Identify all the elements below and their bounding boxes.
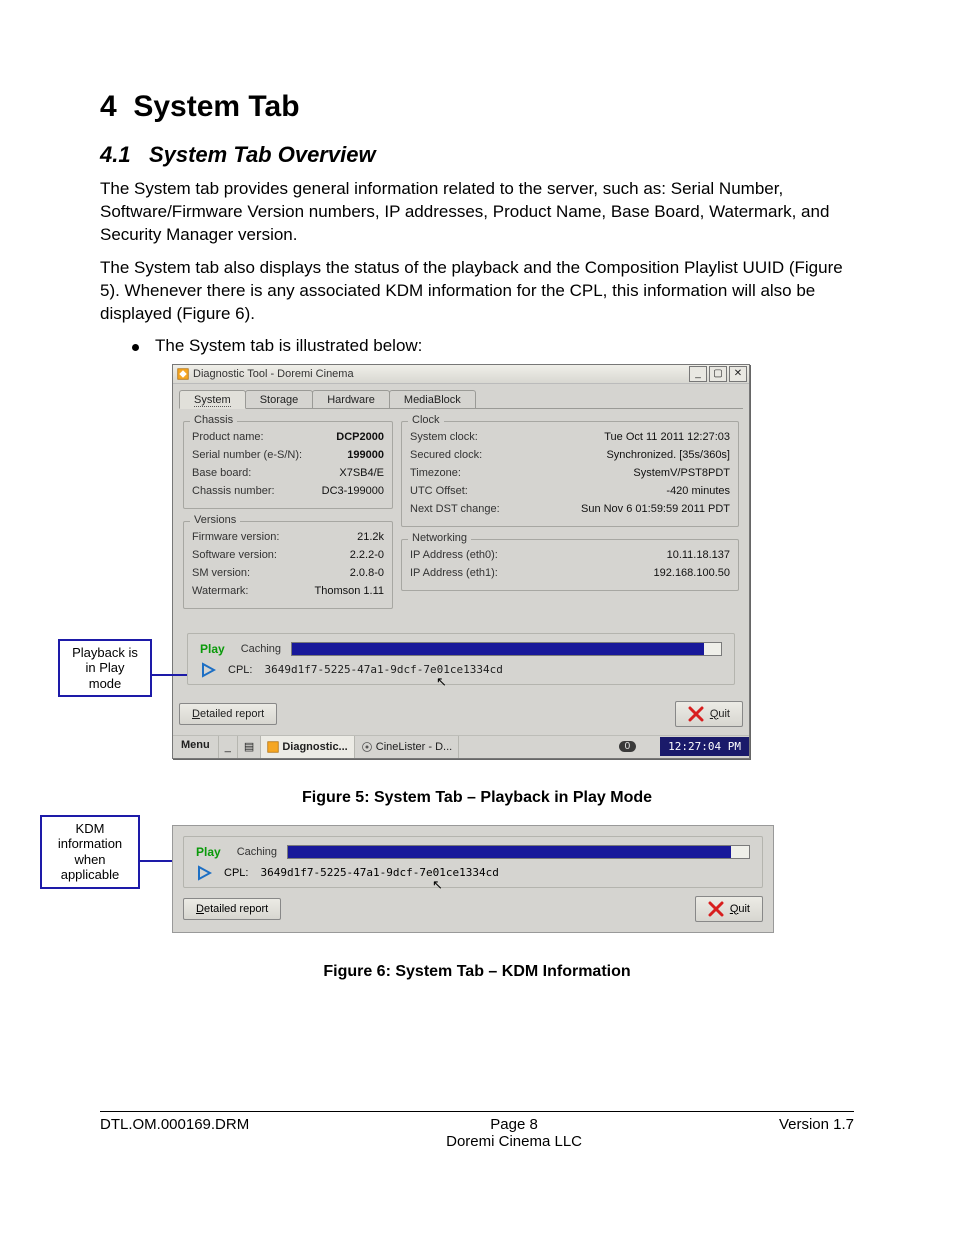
diag-icon — [267, 741, 279, 753]
tab-mediablock[interactable]: MediaBlock — [389, 390, 476, 408]
kv-row: UTC Offset:-420 minutes — [410, 482, 730, 500]
footer-doc-id: DTL.OM.000169.DRM — [100, 1116, 249, 1150]
bullet-dot-icon — [132, 344, 139, 351]
close-x-icon — [688, 706, 704, 722]
button-bar: Detailed report Quit — [179, 701, 743, 727]
section-heading: 4 System Tab — [100, 90, 854, 124]
maximize-button[interactable]: ▢ — [709, 366, 727, 382]
bullet-item: The System tab is illustrated below: — [132, 336, 854, 356]
subsection-title: System Tab Overview — [149, 142, 376, 167]
kv-row: IP Address (eth0):10.11.18.137 — [410, 546, 730, 564]
kv-row: Base board:X7SB4/E — [192, 464, 384, 482]
group-legend: Chassis — [190, 414, 237, 426]
play-status-label: Play — [200, 642, 225, 656]
tab-hardware[interactable]: Hardware — [312, 390, 390, 408]
group-clock: Clock System clock:Tue Oct 11 2011 12:27… — [401, 421, 739, 527]
figure-6-caption: Figure 6: System Tab – KDM Information — [100, 963, 854, 981]
kv-row: Product name:DCP2000 — [192, 428, 384, 446]
detailed-report-button[interactable]: Detailed report — [179, 703, 277, 725]
caching-progress — [287, 845, 750, 859]
paragraph-2: The System tab also displays the status … — [100, 257, 854, 326]
taskbar: Menu _ ▤ Diagnostic... CineLister - D...… — [173, 735, 749, 758]
cpl-label: CPL: — [228, 664, 252, 676]
tab-body: Chassis Product name:DCP2000 Serial numb… — [179, 409, 743, 693]
kv-row: Timezone:SystemV/PST8PDT — [410, 464, 730, 482]
play-status-label: Play — [196, 845, 221, 859]
app-window: Diagnostic Tool - Doremi Cinema _ ▢ ✕ Sy… — [172, 364, 750, 759]
close-x-icon — [708, 901, 724, 917]
taskbar-tray: 0 12:27:04 PM — [619, 736, 749, 758]
playback-panel: Play Caching CPL: 3649d1f7-5225-47a1-9dc… — [183, 836, 763, 888]
close-button[interactable]: ✕ — [729, 366, 747, 382]
group-legend: Clock — [408, 414, 444, 426]
taskbar-clock: 12:27:04 PM — [660, 737, 749, 756]
tray-badge: 0 — [619, 741, 637, 752]
kv-row: Serial number (e-S/N):199000 — [192, 446, 384, 464]
group-legend: Versions — [190, 514, 240, 526]
section-title: System Tab — [133, 90, 299, 123]
section-number: 4 — [100, 90, 117, 123]
kv-row: Next DST change:Sun Nov 6 01:59:59 2011 … — [410, 500, 730, 518]
footer-company: Doremi Cinema LLC — [446, 1133, 582, 1150]
taskbar-windows-icon[interactable]: ▤ — [238, 736, 261, 758]
kv-row: IP Address (eth1):192.168.100.50 — [410, 564, 730, 582]
window-titlebar: Diagnostic Tool - Doremi Cinema _ ▢ ✕ — [173, 365, 749, 384]
kv-row: Chassis number:DC3-199000 — [192, 482, 384, 500]
caching-label: Caching — [241, 643, 281, 655]
cine-icon — [361, 741, 373, 753]
figure-5-caption: Figure 5: System Tab – Playback in Play … — [100, 789, 854, 807]
subsection-heading: 4.1 System Tab Overview — [100, 142, 854, 168]
group-networking: Networking IP Address (eth0):10.11.18.13… — [401, 539, 739, 591]
playback-panel: Play Caching CPL: 3649d1f7-5225-47a1-9dc… — [187, 633, 735, 685]
taskbar-item-diagnostic[interactable]: Diagnostic... — [261, 736, 354, 758]
kv-row: Watermark:Thomson 1.11 — [192, 582, 384, 600]
detailed-report-button[interactable]: Detailed report — [183, 898, 281, 920]
app-window-cropped: Play Caching CPL: 3649d1f7-5225-47a1-9dc… — [172, 825, 774, 933]
quit-button[interactable]: Quit — [695, 896, 763, 922]
paragraph-1: The System tab provides general informat… — [100, 178, 854, 247]
subsection-number: 4.1 — [100, 142, 131, 167]
cpl-uuid: 3649d1f7-5225-47a1-9dcf-7e01ce1334cd — [260, 866, 498, 879]
page-footer: DTL.OM.000169.DRM Page 8 Doremi Cinema L… — [100, 1111, 854, 1150]
cpl-uuid: 3649d1f7-5225-47a1-9dcf-7e01ce1334cd — [264, 663, 502, 676]
group-versions: Versions Firmware version:21.2k Software… — [183, 521, 393, 609]
taskbar-menu-button[interactable]: Menu — [173, 736, 219, 758]
tab-system[interactable]: System — [179, 390, 246, 409]
group-chassis: Chassis Product name:DCP2000 Serial numb… — [183, 421, 393, 509]
cursor-icon: ↖ — [436, 674, 447, 690]
callout-kdm-info: KDM information when applicable — [40, 815, 140, 889]
caching-progress — [291, 642, 722, 656]
taskbar-show-desktop[interactable]: _ — [219, 736, 238, 758]
group-legend: Networking — [408, 532, 471, 544]
figure-6-wrap: KDM information when applicable Play Cac… — [100, 825, 854, 933]
minimize-button[interactable]: _ — [689, 366, 707, 382]
bullet-text: The System tab is illustrated below: — [155, 336, 422, 356]
play-icon — [200, 662, 216, 678]
tab-strip: System Storage Hardware MediaBlock — [179, 390, 743, 409]
cursor-icon: ↖ — [432, 877, 443, 893]
cpl-label: CPL: — [224, 867, 248, 879]
button-bar: Detailed report Quit — [183, 896, 763, 922]
kv-row: SM version:2.0.8-0 — [192, 564, 384, 582]
footer-page: Page 8 — [490, 1116, 538, 1133]
kv-row: System clock:Tue Oct 11 2011 12:27:03 — [410, 428, 730, 446]
app-icon — [177, 368, 189, 380]
callout-arrow — [152, 674, 192, 676]
progress-fill — [288, 846, 731, 858]
window-title: Diagnostic Tool - Doremi Cinema — [193, 368, 687, 380]
kv-row: Software version:2.2.2-0 — [192, 546, 384, 564]
play-icon — [196, 865, 212, 881]
callout-play-mode: Playback is in Play mode — [58, 639, 152, 698]
footer-version: Version 1.7 — [779, 1116, 854, 1150]
figure-5-wrap: Playback is in Play mode Diagnostic Tool… — [100, 364, 854, 759]
taskbar-item-cinelister[interactable]: CineLister - D... — [355, 736, 459, 758]
kv-row: Secured clock:Synchronized. [35s/360s] — [410, 446, 730, 464]
progress-fill — [292, 643, 704, 655]
tab-storage[interactable]: Storage — [245, 390, 314, 408]
kv-row: Firmware version:21.2k — [192, 528, 384, 546]
caching-label: Caching — [237, 846, 277, 858]
quit-button[interactable]: Quit — [675, 701, 743, 727]
